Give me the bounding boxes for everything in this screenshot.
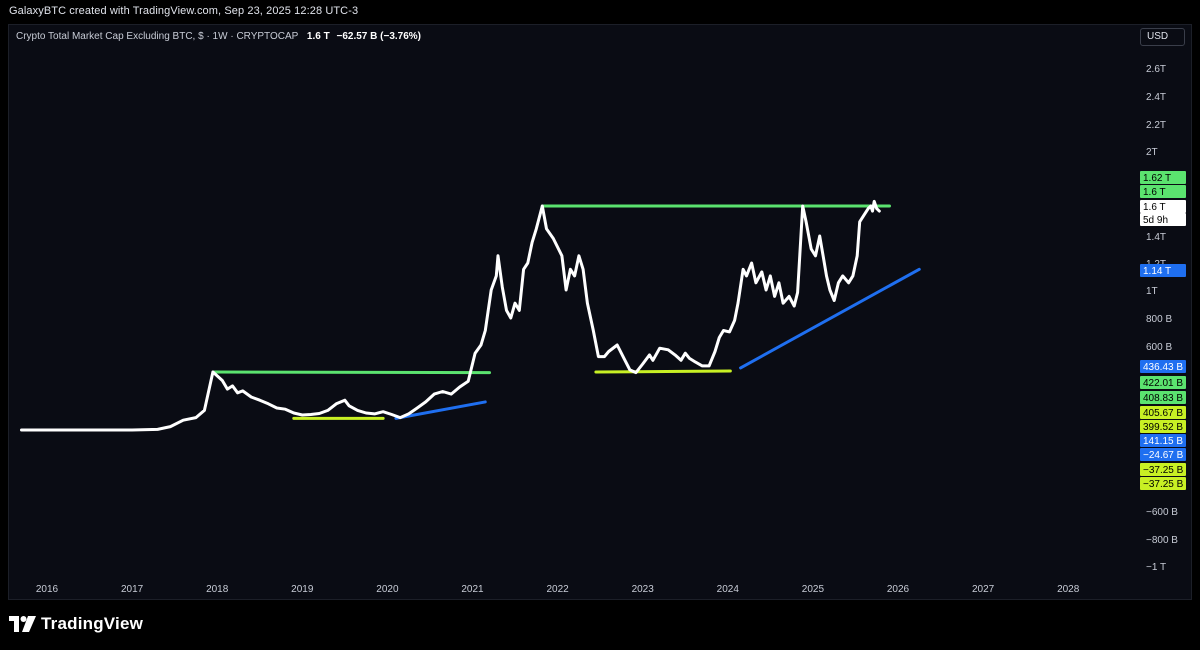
price-label-text: 408.83 B [1143, 393, 1183, 404]
price-label-text: 5d 9h [1143, 215, 1168, 226]
price-label-tag [1140, 448, 1186, 461]
support-line [594, 369, 732, 374]
y-tick-label: −600 B [1146, 507, 1178, 518]
price-label-text: 399.52 B [1143, 422, 1183, 433]
price-change: −62.57 B (−3.76%) [336, 31, 422, 42]
price-label-tag [1140, 434, 1186, 447]
trend-line [394, 400, 487, 420]
price-label-tag [1140, 360, 1186, 373]
x-tick-label: 2028 [1057, 584, 1080, 595]
price-label-tag [1140, 406, 1186, 419]
price-label-tag [1140, 463, 1186, 476]
price-series-line [20, 199, 881, 432]
x-tick-label: 2016 [36, 584, 59, 595]
symbol-name: Crypto Total Market Cap Excluding BTC, $… [16, 31, 299, 42]
x-tick-label: 2019 [291, 584, 314, 595]
chart-credit: GalaxyBTC created with TradingView.com, … [9, 5, 359, 17]
price-label-tag [1140, 264, 1186, 277]
price-label-text: −24.67 B [1143, 450, 1184, 461]
x-tick-label: 2025 [802, 584, 825, 595]
price-label-text: −37.25 B [1143, 465, 1184, 476]
price-label-tag [1140, 391, 1186, 404]
chart-panel[interactable] [8, 24, 1192, 600]
tradingview-logo-icon [9, 616, 36, 632]
price-label-tag [1140, 200, 1186, 213]
price-label-text: 1.6 T [1143, 202, 1166, 213]
y-tick-label: −1 T [1146, 562, 1166, 573]
price-label-text: 436.43 B [1143, 362, 1183, 373]
x-tick-label: 2017 [121, 584, 144, 595]
x-tick-label: 2023 [632, 584, 655, 595]
y-tick-label: 2.4T [1146, 92, 1166, 103]
x-tick-label: 2022 [546, 584, 569, 595]
y-tick-label: 600 B [1146, 342, 1172, 353]
x-tick-label: 2027 [972, 584, 995, 595]
x-tick-label: 2026 [887, 584, 910, 595]
price-label-tag [1140, 477, 1186, 490]
tradingview-brand: TradingView [9, 612, 143, 636]
y-tick-label: 2.6T [1146, 64, 1166, 75]
price-label-text: 1.6 T [1143, 187, 1166, 198]
y-tick-label: 2T [1146, 147, 1158, 158]
x-tick-label: 2024 [717, 584, 740, 595]
y-tick-label: 1.4T [1146, 232, 1166, 243]
currency-button[interactable]: USD [1140, 28, 1185, 46]
tradingview-wordmark: TradingView [41, 614, 144, 633]
x-tick-label: 2018 [206, 584, 229, 595]
symbol-legend: Crypto Total Market Cap Excluding BTC, $… [16, 31, 421, 42]
resistance-line [211, 370, 492, 375]
y-tick-label: 1T [1146, 286, 1158, 297]
price-label-text: 405.67 B [1143, 408, 1183, 419]
price-label-tag [1140, 213, 1186, 226]
price-label-text: 1.62 T [1143, 173, 1171, 184]
x-tick-label: 2020 [376, 584, 399, 595]
trend-line [739, 267, 921, 370]
price-label-tag [1140, 420, 1186, 433]
price-label-tag [1140, 185, 1186, 198]
price-label-text: 1.14 T [1143, 266, 1171, 277]
x-tick-label: 2021 [461, 584, 484, 595]
y-tick-label: 800 B [1146, 314, 1172, 325]
y-tick-label: 2.2T [1146, 120, 1166, 131]
price-label-tag [1140, 376, 1186, 389]
price-label-tag [1140, 171, 1186, 184]
last-price: 1.6 T [306, 31, 330, 42]
price-label-text: 141.15 B [1143, 436, 1183, 447]
price-label-text: 422.01 B [1143, 378, 1183, 389]
price-label-text: −37.25 B [1143, 479, 1184, 490]
y-tick-label: −800 B [1146, 535, 1178, 546]
